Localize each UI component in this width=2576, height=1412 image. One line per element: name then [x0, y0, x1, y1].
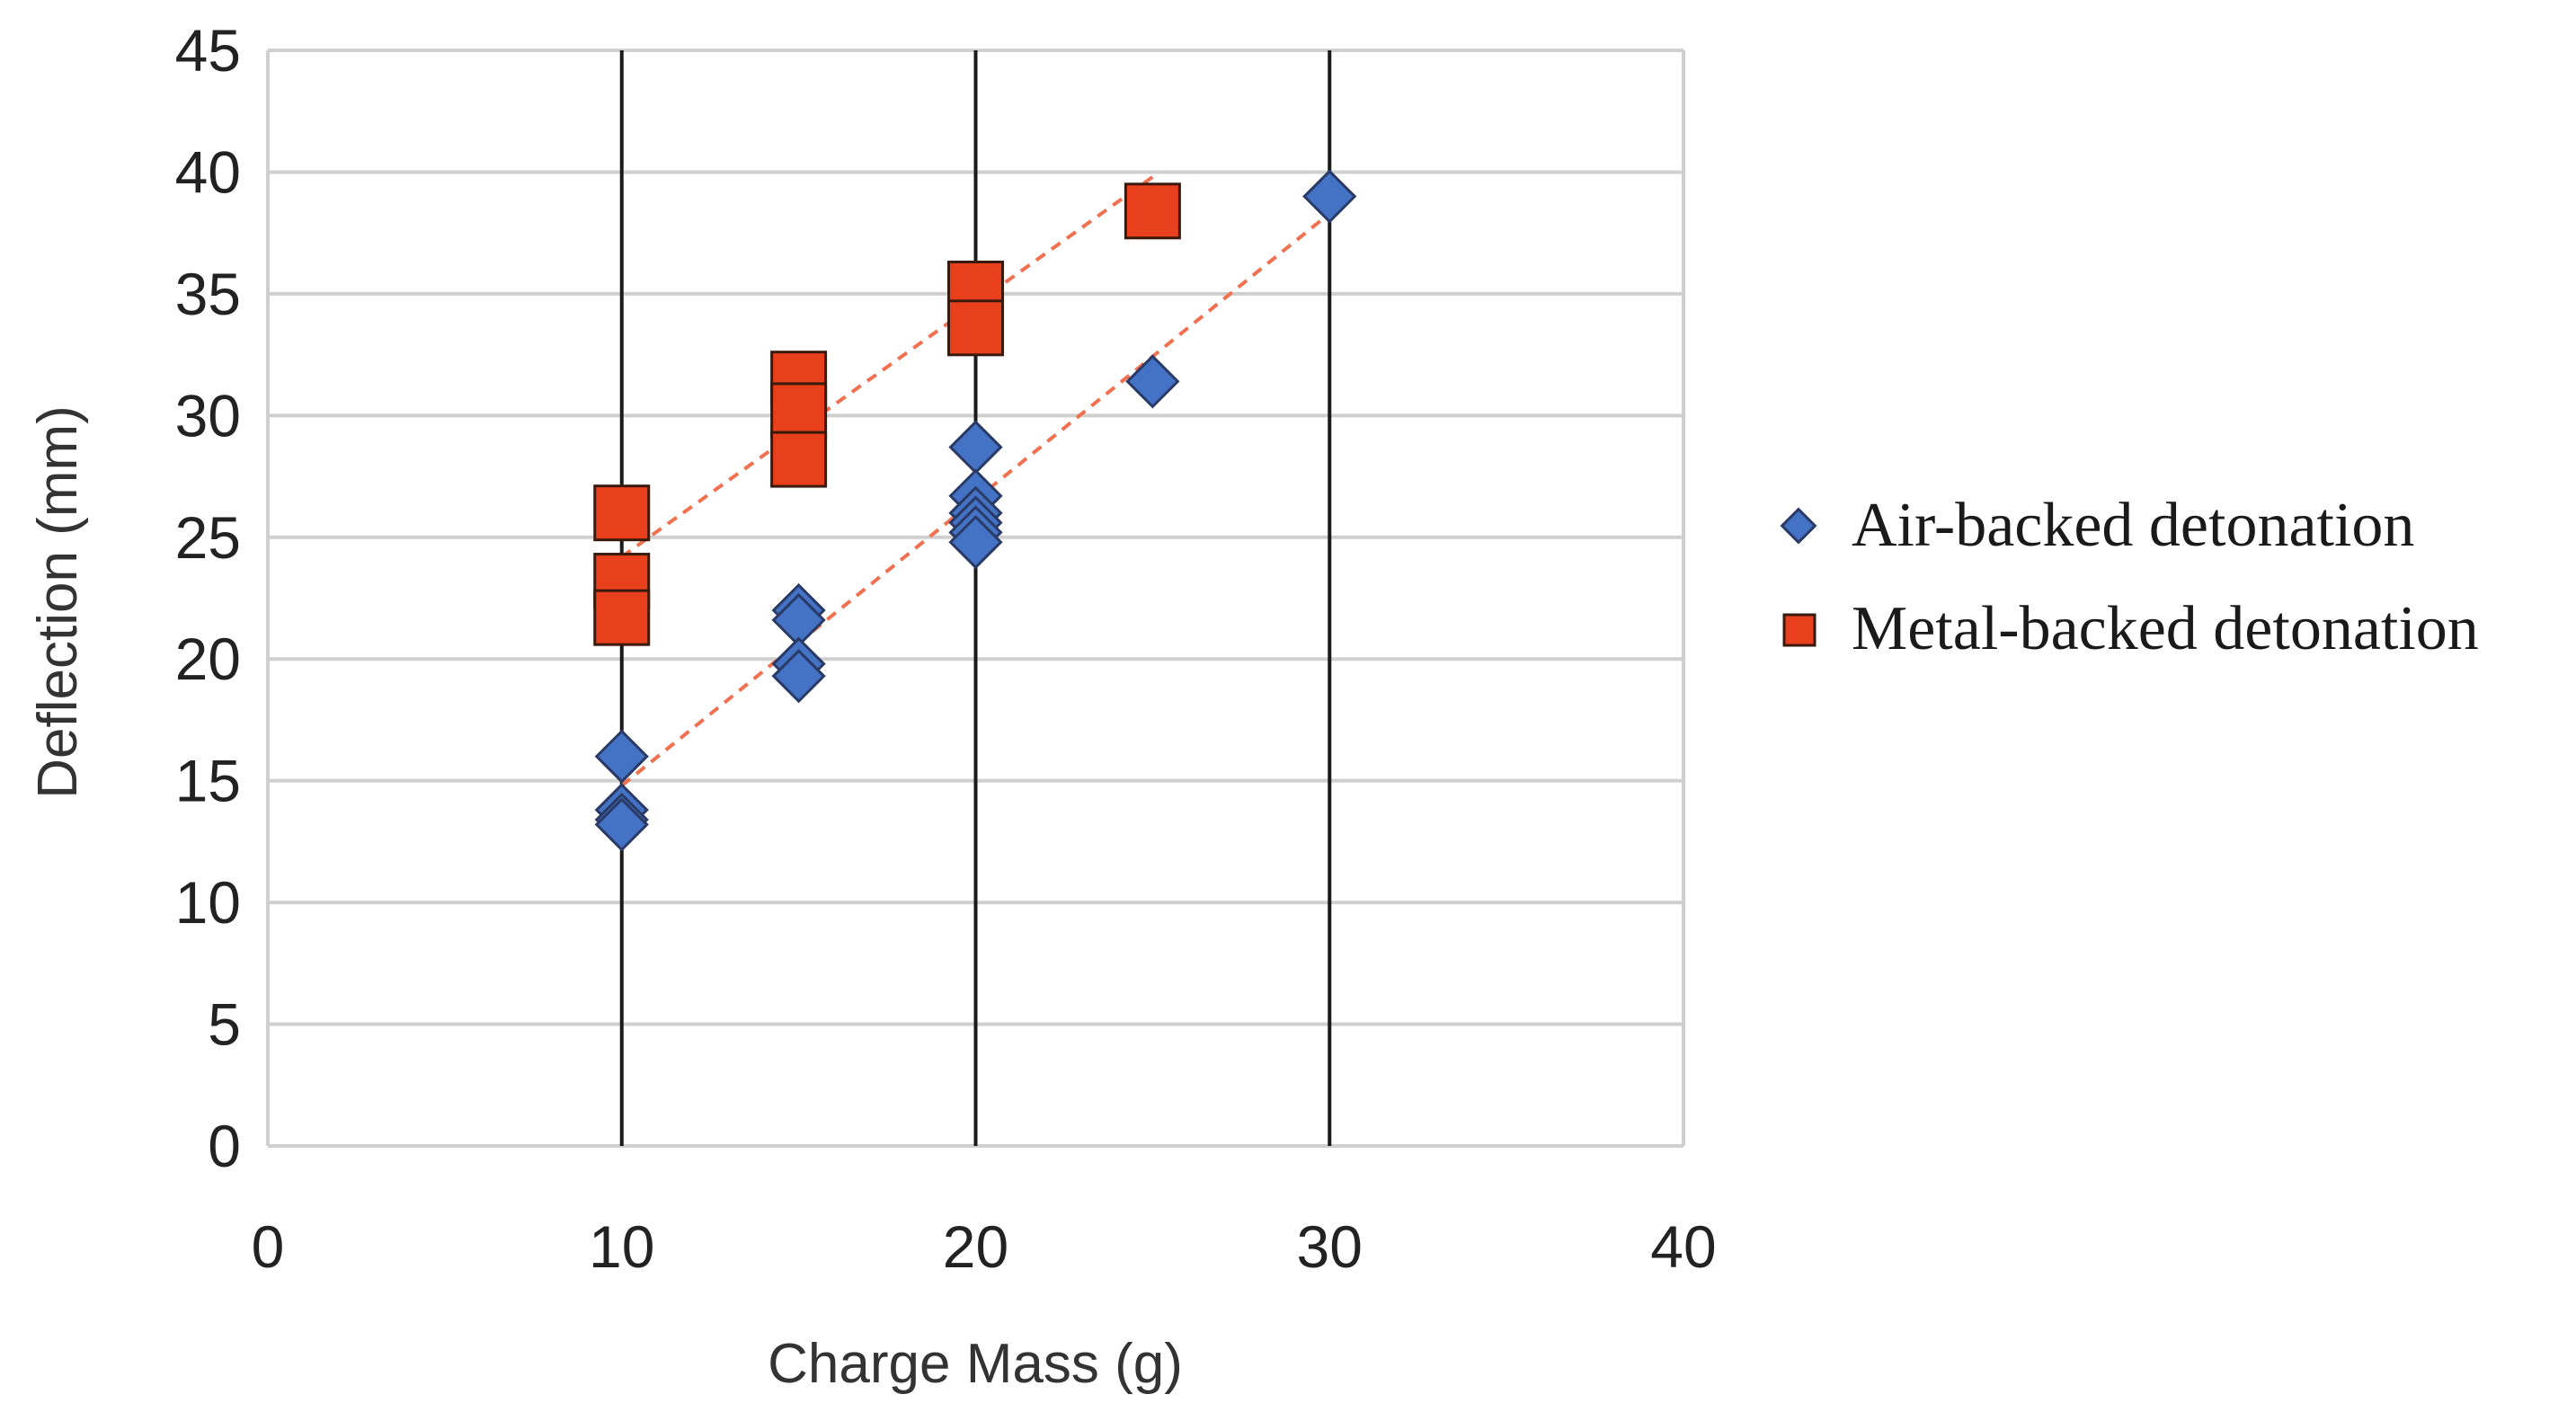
metal-backed-point-0 [593, 484, 651, 542]
x-tick-label-0: 0 [252, 1213, 285, 1280]
data-markers [593, 169, 1357, 852]
y-tick-label-30: 30 [175, 382, 241, 448]
legend-label: Air-backed detonation [1852, 491, 2414, 560]
legend-label: Metal-backed detonation [1852, 594, 2479, 663]
metal-backed-point-5 [770, 431, 828, 488]
y-tick-label-10: 10 [175, 869, 241, 936]
metal-backed-point-2 [593, 589, 651, 646]
x-tick-label-30: 30 [1297, 1213, 1363, 1280]
y-tick-label-0: 0 [208, 1113, 241, 1179]
y-tick-label-25: 25 [175, 504, 241, 571]
y-tick-label-45: 45 [175, 17, 241, 84]
x-tick-label-20: 20 [943, 1213, 1008, 1280]
trendline-metal-backed [620, 175, 1154, 559]
plot-frame [266, 50, 1685, 1146]
x-axis-title: Charge Mass (g) [768, 1333, 1183, 1395]
legend-item-metal-backed: Metal-backed detonation [1782, 594, 2479, 663]
y-tick-label-35: 35 [175, 261, 241, 327]
y-tick-label-15: 15 [175, 748, 241, 814]
air-backed-point-14 [1125, 354, 1180, 409]
y-axis-title: Deflection (mm) [27, 405, 89, 799]
air-backed-point-3 [594, 797, 649, 852]
x-tick-labels: 0 10 20 30 40 [252, 1213, 1717, 1280]
air-backed-point-0 [594, 729, 649, 784]
legend-diamond-icon [1780, 507, 1817, 545]
legend: Air-backed detonation Metal-backed deton… [1780, 491, 2479, 663]
x-tick-label-10: 10 [589, 1213, 654, 1280]
legend-square-icon [1782, 613, 1817, 647]
x-tick-label-40: 40 [1650, 1213, 1716, 1280]
metal-backed-point-7 [947, 299, 1004, 357]
metal-backed-point-8 [1124, 182, 1181, 240]
y-tick-labels: 0 5 10 15 20 25 30 35 40 45 [175, 17, 241, 1179]
air-backed-point-15 [1302, 169, 1357, 224]
y-tick-label-40: 40 [175, 138, 241, 205]
air-backed-point-7 [771, 649, 826, 704]
metal-backed-point-4 [770, 382, 828, 440]
legend-item-air-backed: Air-backed detonation [1780, 491, 2414, 560]
y-tick-label-20: 20 [175, 626, 241, 692]
air-backed-point-8 [948, 420, 1003, 475]
y-tick-label-5: 5 [208, 991, 241, 1058]
vertical-gridlines [619, 50, 1332, 1146]
air-backed-point-13 [948, 515, 1003, 570]
